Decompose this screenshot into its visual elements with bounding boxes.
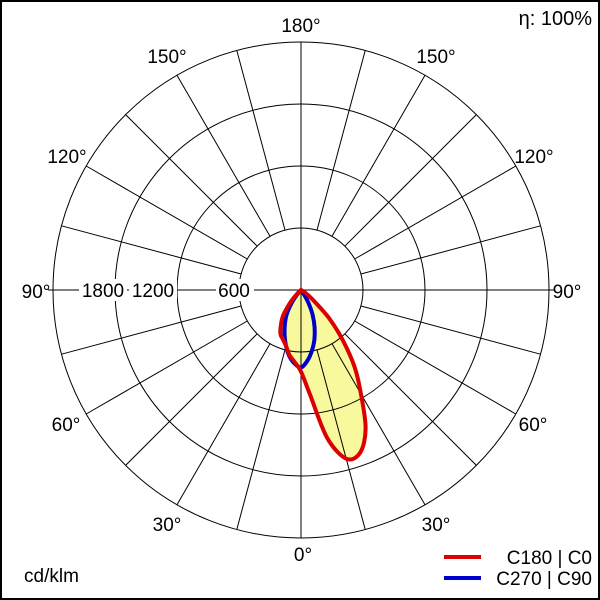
grid-spoke <box>85 165 248 260</box>
grid-spoke <box>125 333 258 466</box>
grid-spoke <box>316 50 366 231</box>
grid-spoke <box>176 343 271 506</box>
legend-label-c180-c0: C180 | C0 <box>507 548 592 569</box>
radial-label-bg <box>79 279 127 301</box>
legend-label-c270-c90: C270 | C90 <box>496 569 592 590</box>
grid-spoke <box>125 114 258 247</box>
c180-c0-curve <box>278 288 368 462</box>
angle-label-30-left: 30° <box>153 515 182 536</box>
radial-tick-1800: 1800 <box>82 281 124 302</box>
grid-spoke <box>354 320 517 415</box>
angle-label-150-right: 150° <box>416 47 455 68</box>
angle-label-30-right: 30° <box>422 515 451 536</box>
legend: C180 | C0 C270 | C90 <box>444 548 592 590</box>
angle-label-60-right: 60° <box>519 415 548 436</box>
radial-tick-600: 600 <box>218 281 250 302</box>
polar-grid <box>48 41 554 539</box>
grid-spoke <box>344 114 477 247</box>
angle-label-180: 180° <box>281 16 320 37</box>
grid-spoke <box>360 305 541 355</box>
angle-label-150-left: 150° <box>147 47 186 68</box>
angle-label-90-right: 90° <box>553 282 582 303</box>
radial-tick-1200: 1200 <box>132 281 174 302</box>
grid-spoke <box>316 349 366 530</box>
grid-spoke <box>85 320 248 415</box>
grid-spoke <box>236 50 286 231</box>
grid-spoke <box>331 74 426 237</box>
grid-spoke <box>236 349 286 530</box>
radial-label-bg <box>216 279 254 301</box>
angle-label-0: 0° <box>294 545 312 566</box>
grid-spoke <box>331 343 426 506</box>
angle-label-120-right: 120° <box>514 147 553 168</box>
radial-axis-labels: 1800 1200 600 <box>79 279 254 302</box>
efficiency-label: η: 100% <box>519 8 593 30</box>
grid-spoke <box>176 74 271 237</box>
angle-label-120-left: 120° <box>47 147 86 168</box>
angle-labels: 180° 150° 150° 120° 120° 90° 90° 60° 60°… <box>22 16 582 566</box>
grid-spoke <box>360 225 541 275</box>
angle-label-60-left: 60° <box>52 415 81 436</box>
unit-label: cd/klm <box>24 566 79 587</box>
grid-spoke <box>344 333 477 466</box>
beam-fill-area <box>280 290 366 460</box>
grid-spoke <box>61 305 242 355</box>
grid-spoke <box>354 165 517 260</box>
radial-label-bg <box>129 279 177 301</box>
angle-label-90-left: 90° <box>22 282 51 303</box>
grid-spoke <box>61 225 242 275</box>
